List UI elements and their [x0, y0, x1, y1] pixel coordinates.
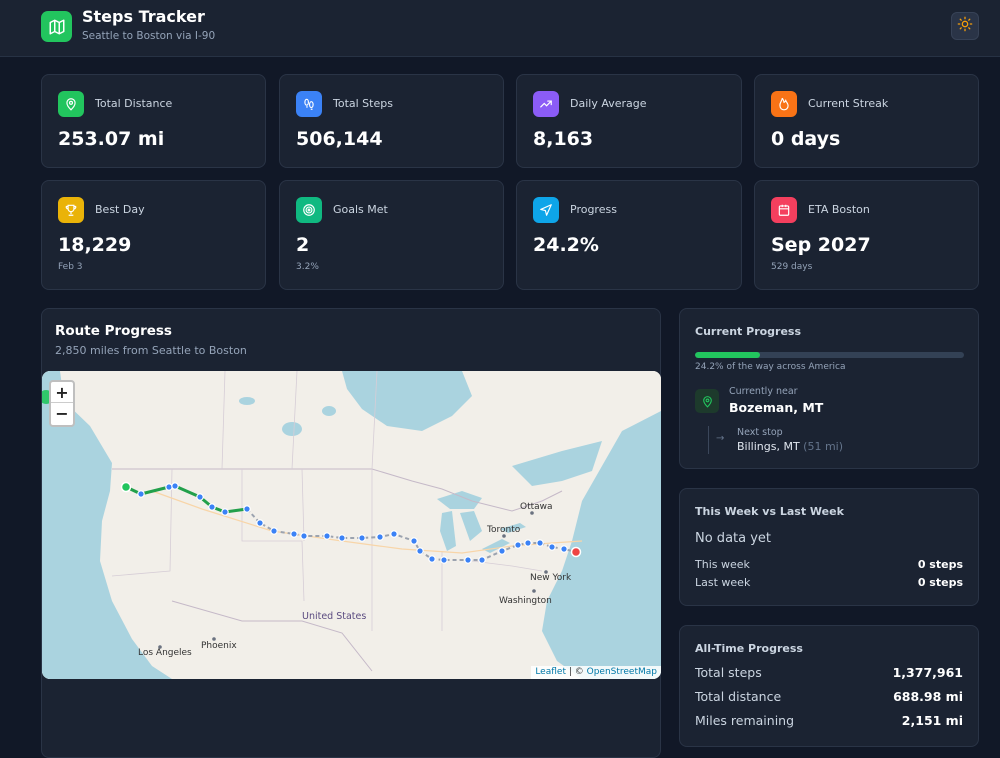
route-map[interactable]: Ottawa Toronto New York Washington Unite… [42, 371, 661, 679]
progress-bar-fill [695, 352, 761, 358]
currently-near-label: Currently near [729, 386, 798, 397]
openstreetmap-link[interactable]: OpenStreetMap [586, 667, 657, 677]
stat-value: 8,163 [533, 128, 594, 150]
stat-label: Goals Met [333, 203, 388, 216]
total-steps-value: 1,377,961 [892, 665, 963, 680]
this-week-label: This week [695, 558, 750, 571]
app-subtitle: Seattle to Boston via I-90 [82, 30, 216, 42]
all-time-progress-card: All-Time Progress Total steps 1,377,961 … [679, 625, 979, 747]
target-icon [296, 197, 322, 223]
week-compare-title: This Week vs Last Week [695, 505, 844, 518]
stat-card-current-streak: Current Streak 0 days [754, 74, 979, 168]
stat-label: Best Day [95, 203, 145, 216]
sun-icon [957, 16, 973, 36]
stat-value: 506,144 [296, 128, 383, 150]
stat-card-daily-average: Daily Average 8,163 [516, 74, 742, 168]
attribution-separator: | © [565, 667, 587, 677]
this-week-value: 0 steps [917, 558, 963, 571]
stat-value: 24.2% [533, 234, 599, 256]
stat-card-total-steps: Total Steps 506,144 [279, 74, 504, 168]
footprints-icon [296, 91, 322, 117]
map-label-new-york: New York [530, 573, 572, 583]
map-label-phoenix: Phoenix [201, 641, 237, 651]
all-time-title: All-Time Progress [695, 642, 803, 655]
map-zoom-controls: + − [49, 380, 75, 427]
app-header: Steps Tracker Seattle to Boston via I-90 [0, 0, 1000, 57]
last-week-label: Last week [695, 576, 751, 589]
stat-value: Sep 2027 [771, 234, 871, 256]
leaflet-link[interactable]: Leaflet [535, 667, 566, 677]
theme-toggle-button[interactable] [951, 12, 979, 40]
stat-label: Current Streak [808, 97, 889, 110]
stat-card-eta-boston: ETA Boston Sep 2027 529 days [754, 180, 979, 290]
progress-bar [695, 352, 964, 358]
stat-label: Total Steps [333, 97, 393, 110]
map-attribution: Leaflet | © OpenStreetMap [531, 666, 661, 679]
stat-label: Daily Average [570, 97, 647, 110]
miles-remaining-value: 2,151 mi [901, 713, 963, 728]
map-pin-icon [695, 389, 719, 413]
next-stop-distance: (51 mi) [803, 440, 844, 453]
map-label-ottawa: Ottawa [520, 502, 553, 512]
total-distance-label: Total distance [695, 689, 782, 704]
stat-value: 253.07 mi [58, 128, 165, 150]
timeline-divider [708, 426, 709, 454]
stat-subtext: 529 days [771, 262, 813, 272]
current-progress-title: Current Progress [695, 325, 802, 338]
total-distance-value: 688.98 mi [893, 689, 963, 704]
zoom-in-button[interactable]: + [51, 382, 73, 403]
route-progress-card: Route Progress 2,850 miles from Seattle … [41, 308, 661, 758]
zoom-out-button[interactable]: − [55, 404, 69, 423]
map-label-los-angeles: Los Angeles [138, 648, 192, 658]
stat-label: Total Distance [95, 97, 173, 110]
next-stop-name: Billings, MT [737, 440, 800, 453]
stat-label: Progress [570, 203, 617, 216]
arrow-right-icon: → [716, 433, 725, 444]
stat-card-best-day: Best Day 18,229 Feb 3 [41, 180, 266, 290]
stat-card-goals-met: Goals Met 2 3.2% [279, 180, 504, 290]
next-stop-value: Billings, MT (51 mi) [737, 440, 843, 453]
last-week-value: 0 steps [917, 576, 963, 589]
stat-value: 0 days [771, 128, 841, 150]
next-stop-label: Next stop [737, 427, 783, 438]
stat-card-progress: Progress 24.2% [516, 180, 742, 290]
calendar-icon [771, 197, 797, 223]
route-title: Route Progress [55, 323, 172, 339]
stat-subtext: Feb 3 [58, 262, 83, 272]
trophy-icon [58, 197, 84, 223]
stat-subtext: 3.2% [296, 262, 319, 272]
map-label-toronto: Toronto [487, 525, 521, 535]
currently-near-value: Bozeman, MT [729, 400, 824, 415]
stat-value: 18,229 [58, 234, 132, 256]
progress-caption: 24.2% of the way across America [695, 362, 846, 372]
no-data-message: No data yet [695, 531, 772, 546]
trending-up-icon [533, 91, 559, 117]
map-icon [41, 11, 72, 42]
navigation-icon [533, 197, 559, 223]
map-label-washington: Washington [499, 596, 552, 606]
map-label-united-states: United States [302, 611, 367, 622]
map-canvas [42, 371, 661, 679]
stat-card-total-distance: Total Distance 253.07 mi [41, 74, 266, 168]
current-progress-card: Current Progress 24.2% of the way across… [679, 308, 979, 469]
route-subtitle: 2,850 miles from Seattle to Boston [55, 344, 247, 357]
miles-remaining-label: Miles remaining [695, 713, 795, 728]
stat-label: ETA Boston [808, 203, 870, 216]
flame-icon [771, 91, 797, 117]
week-compare-card: This Week vs Last Week No data yet This … [679, 488, 979, 606]
total-steps-label: Total steps [695, 665, 762, 680]
stat-value: 2 [296, 234, 310, 256]
app-title: Steps Tracker [82, 7, 205, 26]
map-pin-icon [58, 91, 84, 117]
